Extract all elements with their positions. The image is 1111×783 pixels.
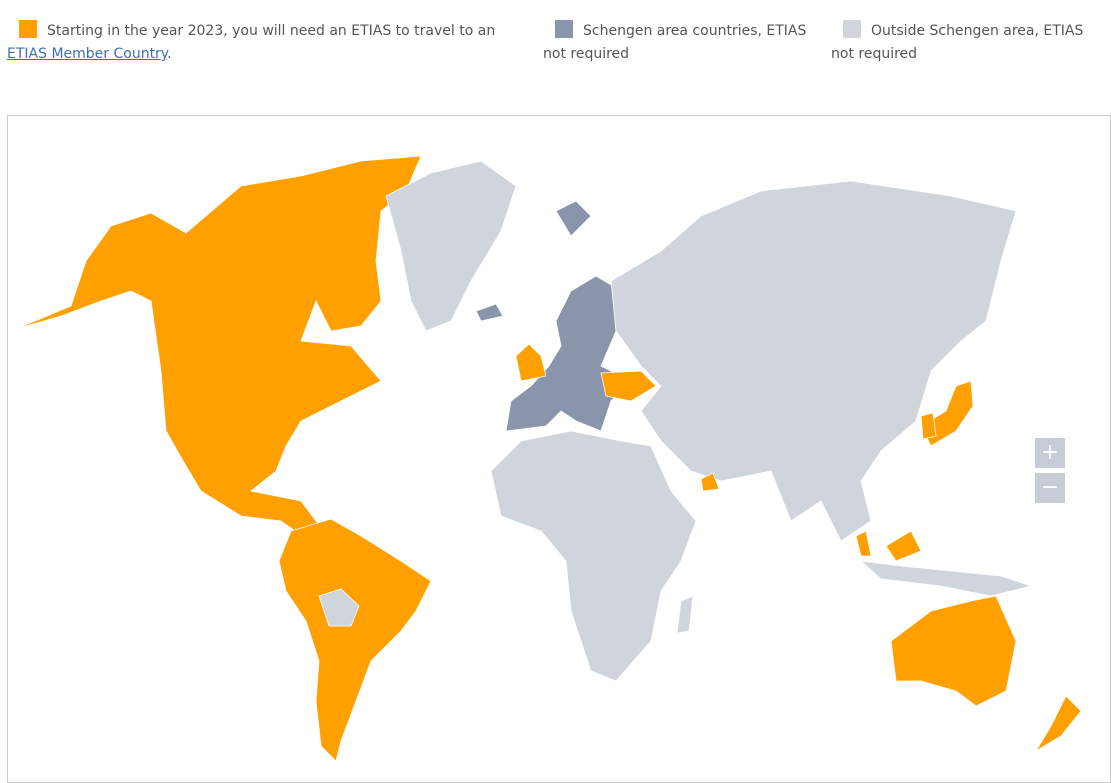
map-frame[interactable] <box>7 115 1111 783</box>
zoom-out[interactable]: − <box>1035 473 1065 503</box>
malaysia[interactable] <box>855 530 872 557</box>
legend-item: Starting in the year 2023, you will need… <box>7 20 527 66</box>
legend-item: Outside Schengen area, ETIAS not require… <box>831 20 1106 66</box>
svalbard[interactable] <box>555 200 592 237</box>
zoom-in[interactable]: + <box>1035 438 1065 468</box>
new-zealand[interactable] <box>1035 695 1082 752</box>
asia[interactable] <box>610 180 1017 542</box>
iceland[interactable] <box>475 303 504 322</box>
legend-text: Starting in the year 2023, you will need… <box>47 23 496 39</box>
uk[interactable] <box>515 343 547 382</box>
ukraine[interactable] <box>600 370 657 402</box>
legend-swatch <box>555 20 573 38</box>
africa[interactable] <box>490 430 697 682</box>
greenland[interactable] <box>385 160 517 332</box>
legend-text: Outside Schengen area, ETIAS not require… <box>831 23 1084 62</box>
bolivia[interactable] <box>318 588 360 627</box>
korea[interactable] <box>920 412 937 440</box>
uae[interactable] <box>700 472 720 492</box>
legend-text: Schengen area countries, ETIAS not requi… <box>543 23 807 62</box>
australia[interactable] <box>890 595 1017 707</box>
south-america[interactable] <box>278 518 432 762</box>
north-america[interactable] <box>15 155 422 547</box>
legend-swatch <box>19 20 37 38</box>
borneo[interactable] <box>885 530 922 562</box>
legend-item: Schengen area countries, ETIAS not requi… <box>543 20 828 66</box>
legend-suffix: . <box>167 46 172 62</box>
legend-link[interactable]: ETIAS Member Country <box>7 46 168 62</box>
madagascar[interactable] <box>676 595 694 634</box>
se-asia-islands[interactable] <box>859 560 1033 597</box>
world-map[interactable] <box>8 116 1110 782</box>
legend-swatch <box>843 20 861 38</box>
